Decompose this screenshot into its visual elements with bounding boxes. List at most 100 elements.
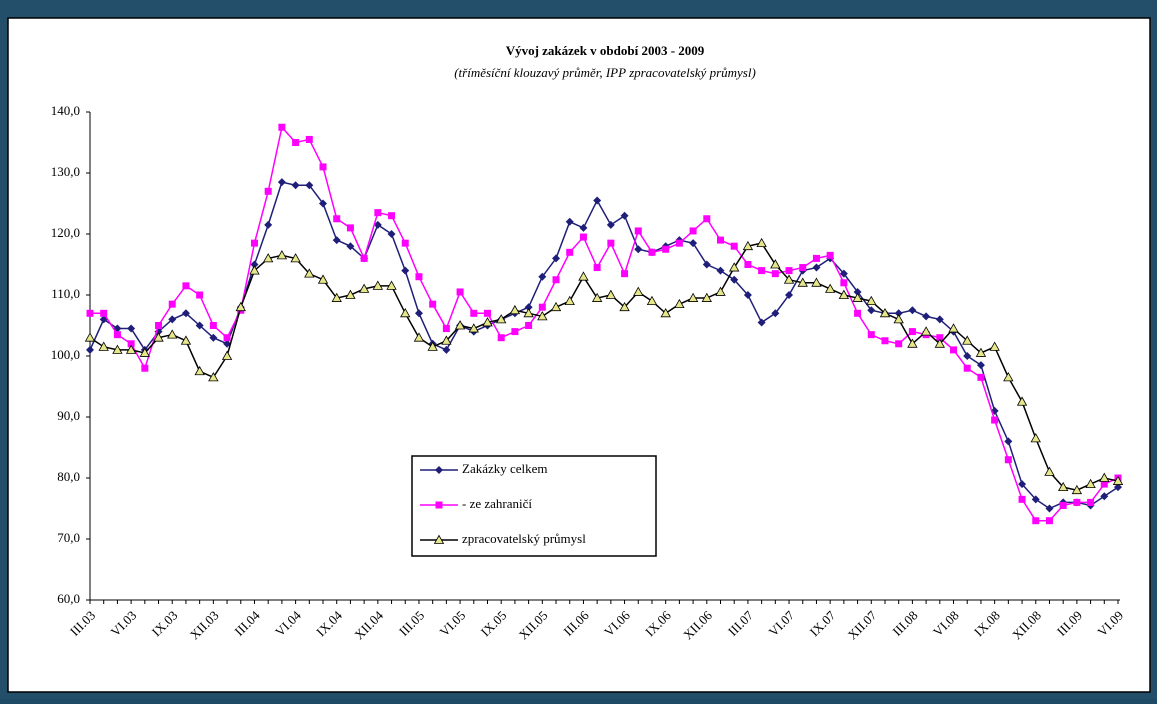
marker xyxy=(497,334,505,342)
marker xyxy=(125,344,137,354)
marker xyxy=(414,309,423,318)
marker xyxy=(209,333,218,342)
marker xyxy=(386,280,397,290)
marker xyxy=(496,314,507,324)
marker xyxy=(867,306,876,315)
y-tick-label: 140,0 xyxy=(51,103,80,118)
marker xyxy=(895,340,903,348)
marker xyxy=(824,283,836,293)
marker xyxy=(579,233,587,241)
chart-area xyxy=(7,17,1151,693)
marker xyxy=(854,309,862,317)
marker xyxy=(538,272,547,281)
marker xyxy=(537,311,548,321)
marker xyxy=(1085,478,1096,488)
marker xyxy=(278,123,286,131)
marker xyxy=(962,335,973,345)
marker xyxy=(840,279,848,287)
marker xyxy=(907,338,918,348)
marker xyxy=(634,227,642,235)
marker xyxy=(317,274,329,284)
marker xyxy=(591,292,603,302)
marker xyxy=(168,300,176,308)
marker xyxy=(249,265,260,275)
marker xyxy=(250,239,258,247)
marker xyxy=(963,364,971,372)
marker xyxy=(373,220,382,229)
marker xyxy=(703,215,711,223)
marker xyxy=(483,309,491,317)
marker xyxy=(1018,480,1027,489)
marker xyxy=(742,240,754,251)
chart-subtitle: (tříměsíční klouzavý průměr, IPP zpracov… xyxy=(454,65,756,80)
marker xyxy=(86,345,94,354)
marker xyxy=(619,301,630,312)
marker xyxy=(717,236,725,244)
marker xyxy=(935,315,944,324)
marker xyxy=(730,275,739,284)
marker xyxy=(1057,481,1069,492)
y-tick-label: 120,0 xyxy=(51,225,80,240)
marker xyxy=(470,309,478,317)
marker xyxy=(333,215,341,223)
marker xyxy=(319,199,328,208)
marker xyxy=(606,220,615,229)
marker xyxy=(468,323,479,333)
marker xyxy=(358,283,370,293)
marker xyxy=(552,254,561,263)
marker xyxy=(345,289,356,299)
marker xyxy=(783,274,795,284)
marker xyxy=(607,239,615,247)
marker xyxy=(401,239,409,247)
marker xyxy=(838,289,850,299)
marker xyxy=(634,245,643,254)
marker xyxy=(1071,484,1083,495)
marker xyxy=(605,289,617,299)
marker xyxy=(811,277,822,287)
marker xyxy=(209,322,217,329)
marker xyxy=(276,250,288,260)
marker xyxy=(797,277,808,287)
y-tick-label: 60,0 xyxy=(57,591,80,606)
marker xyxy=(153,332,164,342)
marker xyxy=(139,347,151,357)
marker xyxy=(771,309,780,318)
marker xyxy=(1114,483,1122,492)
marker xyxy=(291,181,300,190)
marker xyxy=(1016,396,1028,406)
marker xyxy=(674,298,685,309)
y-tick-label: 80,0 xyxy=(57,469,80,484)
marker xyxy=(511,328,519,336)
marker xyxy=(715,286,726,296)
marker xyxy=(1112,475,1124,485)
marker xyxy=(524,303,533,312)
marker xyxy=(346,224,354,232)
marker xyxy=(482,317,493,327)
marker xyxy=(920,326,932,336)
series-line xyxy=(89,181,1119,510)
marker xyxy=(264,220,273,229)
marker xyxy=(879,307,891,318)
marker xyxy=(578,271,589,281)
marker xyxy=(894,309,903,318)
marker xyxy=(374,209,382,217)
marker xyxy=(701,292,712,302)
marker xyxy=(1059,501,1067,509)
marker xyxy=(799,264,807,272)
marker xyxy=(86,309,94,317)
marker xyxy=(744,261,752,268)
legend-label: Zakázky celkem xyxy=(462,461,548,476)
marker xyxy=(372,280,384,290)
marker xyxy=(660,307,671,318)
marker xyxy=(934,338,945,348)
marker xyxy=(893,314,904,324)
marker xyxy=(812,254,820,262)
marker xyxy=(387,230,396,238)
marker xyxy=(564,295,575,305)
marker xyxy=(454,320,466,330)
marker xyxy=(84,332,96,342)
marker xyxy=(441,335,452,345)
marker xyxy=(593,264,601,272)
marker xyxy=(1100,492,1109,501)
y-tick-label: 130,0 xyxy=(51,164,80,179)
